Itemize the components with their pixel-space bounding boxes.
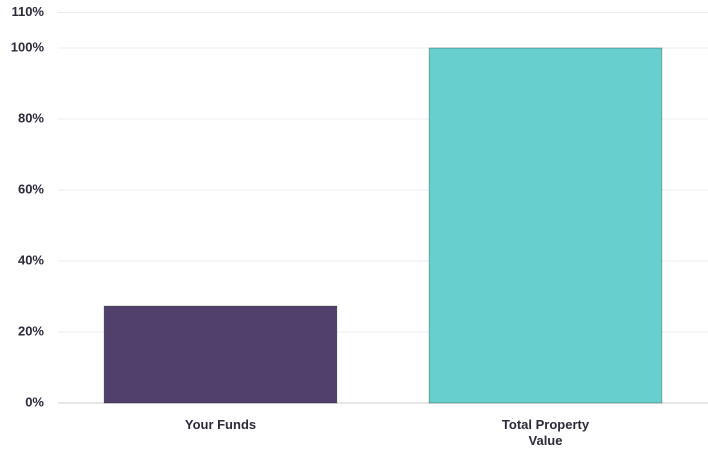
y-tick-label: 0% (25, 394, 44, 409)
bar (103, 305, 338, 404)
y-tick-label: 100% (11, 39, 45, 54)
y-tick-label: 20% (18, 323, 44, 338)
x-tick-label: Total Property Value (501, 417, 590, 448)
y-tick-label: 60% (18, 181, 44, 196)
bar (428, 47, 663, 404)
y-tick-label: 40% (18, 252, 44, 267)
y-tick-label: 110% (11, 4, 44, 19)
y-tick-label: 80% (18, 110, 44, 125)
x-tick-label: Your Funds (184, 417, 257, 432)
